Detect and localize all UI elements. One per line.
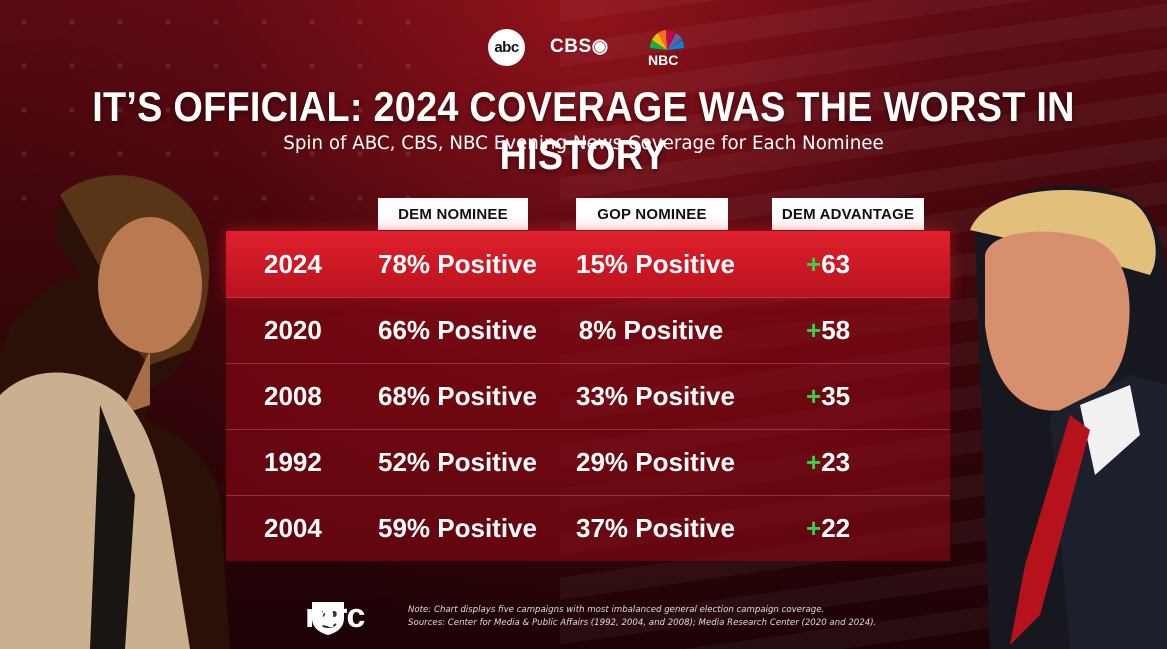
nbc-logo-text: NBC [648, 52, 679, 68]
abc-logo: abc [488, 29, 525, 66]
advantage-value: 22 [821, 513, 851, 543]
year-cell: 1992 [264, 447, 322, 477]
year-cell: 2008 [264, 381, 322, 411]
dem-cell: 66% Positive [378, 315, 537, 345]
mrc-logo-text: mrc [305, 597, 365, 635]
gop-cell: 8% Positive [578, 315, 724, 345]
year-cell: 2020 [264, 315, 322, 345]
advantage-cell: +63 [806, 231, 866, 297]
page-subtitle: Spin of ABC, CBS, NBC Evening News Cover… [283, 132, 884, 154]
table-row: 2024 78% Positive 15% Positive +63 [226, 231, 950, 298]
plus-sign: + [806, 249, 822, 279]
gop-cell: 15% Positive [576, 249, 735, 279]
advantage-cell: +22 [806, 495, 866, 561]
advantage-value: 35 [821, 381, 851, 411]
dem-cell: 52% Positive [378, 447, 537, 477]
plus-sign: + [806, 315, 822, 345]
right-nominee-photo [970, 185, 1167, 649]
table-row: 1992 52% Positive 29% Positive +23 [226, 429, 950, 496]
advantage-cell: +58 [806, 297, 866, 363]
left-nominee-photo [0, 175, 230, 649]
table-row: 2008 68% Positive 33% Positive +35 [226, 363, 950, 430]
sources-line: Sources: Center for Media & Public Affai… [408, 618, 877, 628]
column-header-dem: DEM NOMINEE [378, 198, 528, 230]
column-header-gop: GOP NOMINEE [576, 198, 728, 230]
column-header-advantage: DEM ADVANTAGE [772, 198, 924, 230]
flag-stars-background [0, 0, 420, 220]
gop-cell: 29% Positive [576, 447, 735, 477]
advantage-cell: +23 [806, 429, 866, 495]
table-row: 2004 59% Positive 37% Positive +22 [226, 495, 950, 561]
dem-cell: 68% Positive [378, 381, 537, 411]
year-cell: 2024 [264, 249, 322, 279]
advantage-value: 58 [821, 315, 851, 345]
plus-sign: + [806, 381, 822, 411]
gop-cell: 33% Positive [576, 381, 735, 411]
dem-cell: 78% Positive [378, 249, 537, 279]
note-line: Note: Chart displays five campaigns with… [408, 605, 825, 615]
mrc-bulldog-icon [312, 602, 344, 635]
plus-sign: + [806, 447, 822, 477]
cbs-logo-text: CBS [550, 36, 592, 57]
year-cell: 2004 [264, 513, 322, 543]
nbc-peacock-icon [649, 29, 685, 50]
cbs-logo: CBS◉ [550, 35, 609, 58]
cbs-eye-icon: ◉ [591, 36, 609, 57]
dem-cell: 59% Positive [378, 513, 537, 543]
page-title: IT’S OFFICIAL: 2024 COVERAGE WAS THE WOR… [92, 83, 1075, 178]
source-note: Note: Chart displays five campaigns with… [408, 604, 968, 630]
advantage-value: 23 [821, 447, 851, 477]
plus-sign: + [806, 513, 822, 543]
gop-cell: 37% Positive [576, 513, 735, 543]
table-row: 2020 66% Positive 8% Positive +58 [226, 297, 950, 364]
network-logos: abc CBS◉ NBC [0, 26, 1167, 72]
coverage-table: DEM NOMINEE GOP NOMINEE DEM ADVANTAGE 20… [226, 198, 950, 568]
advantage-value: 63 [821, 249, 851, 279]
advantage-cell: +35 [806, 363, 866, 429]
